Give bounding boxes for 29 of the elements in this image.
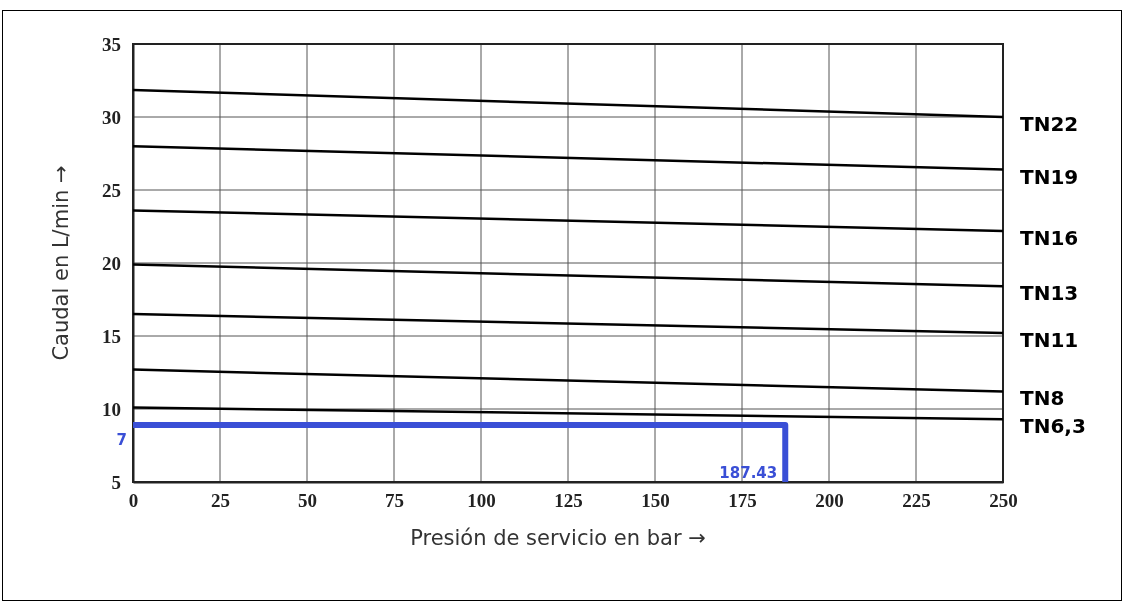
x-tick-label: 25 xyxy=(211,490,230,512)
series-label: TN22 xyxy=(1020,112,1079,136)
y-tick-label: 30 xyxy=(102,106,121,128)
series-label: TN11 xyxy=(1020,328,1079,353)
y-tick-label: 35 xyxy=(102,33,121,55)
y-tick-label: 25 xyxy=(102,179,121,201)
x-tick-label: 0 xyxy=(128,490,139,512)
y-tick-label: 15 xyxy=(102,325,121,347)
x-axis-title: Presión de servicio en bar → xyxy=(410,526,706,550)
series-label: TN16 xyxy=(1020,225,1079,250)
x-tick-label: 175 xyxy=(728,490,757,512)
series-label: TN8 xyxy=(1020,386,1065,411)
series-label: TN13 xyxy=(1020,281,1079,306)
annotation: 187.43 xyxy=(719,464,778,482)
x-tick-label: 250 xyxy=(989,490,1018,512)
annotation: 7 xyxy=(116,431,127,450)
y-tick-label: 20 xyxy=(102,252,121,274)
y-tick-label: 5 xyxy=(111,471,121,493)
y-axis-title: Caudal en L/min → xyxy=(49,165,73,361)
x-tick-label: 200 xyxy=(815,490,844,512)
x-tick-label: 50 xyxy=(298,490,317,512)
series-label: TN6,3 xyxy=(1020,414,1086,439)
x-tick-label: 75 xyxy=(385,490,404,512)
series-label: TN19 xyxy=(1020,164,1079,189)
x-tick-label: 150 xyxy=(641,490,670,512)
x-tick-label: 125 xyxy=(554,490,583,512)
y-tick-label: 10 xyxy=(102,398,121,420)
x-tick-label: 100 xyxy=(467,490,496,512)
x-tick-label: 225 xyxy=(902,490,931,512)
